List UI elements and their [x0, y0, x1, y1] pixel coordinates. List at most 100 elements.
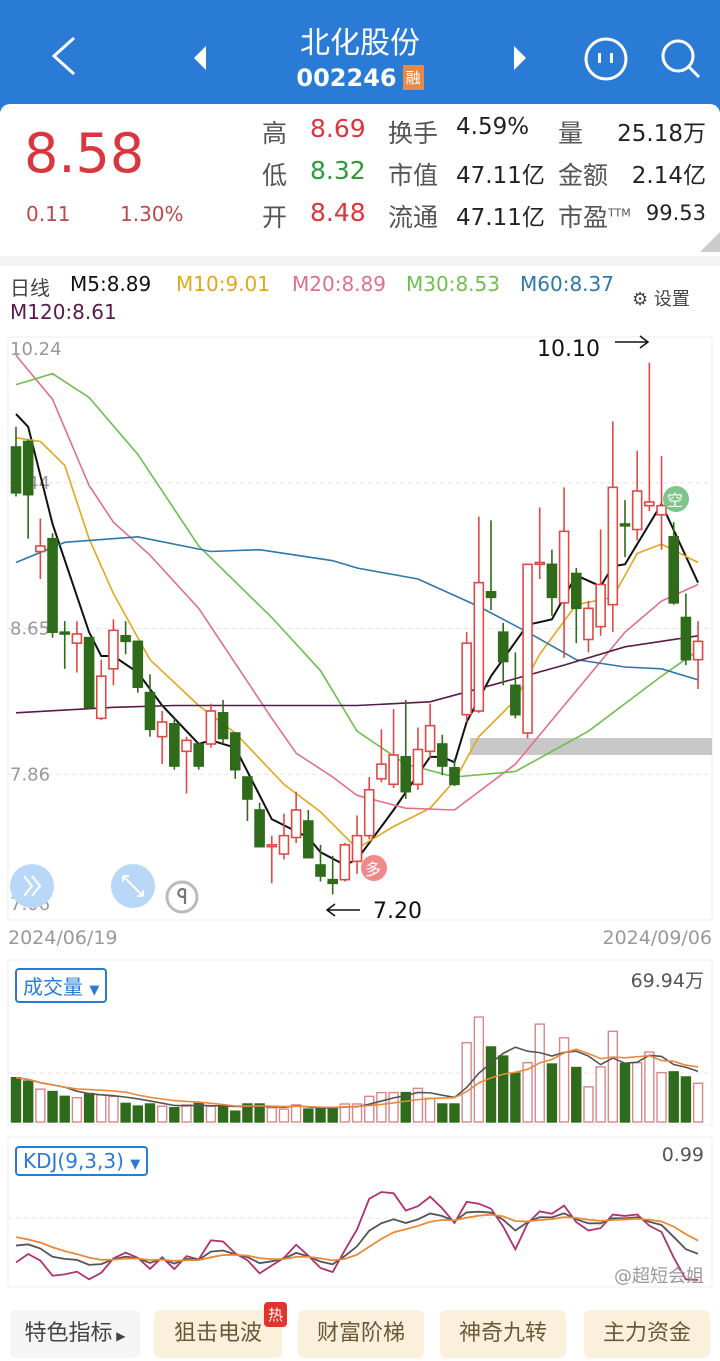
- candle-body: [412, 748, 424, 786]
- candle: [534, 507, 546, 579]
- candle: [47, 533, 58, 638]
- back-icon[interactable]: [48, 34, 80, 78]
- candle-body: [278, 834, 290, 855]
- volume-bar: [303, 1108, 314, 1123]
- expand-corner-icon[interactable]: [700, 232, 720, 252]
- candle-body: [59, 631, 71, 635]
- candle-body: [132, 640, 144, 688]
- toolbar-button-0[interactable]: 狙击电波: [154, 1310, 282, 1358]
- toolbar-button-1[interactable]: 财富阶梯: [298, 1310, 424, 1358]
- ma-line-M60: [15, 536, 699, 681]
- volume-bar: [558, 1037, 570, 1123]
- arrow-right-icon: [615, 335, 650, 349]
- volume-bar: [583, 1086, 594, 1123]
- volume-indicator-select[interactable]: 成交量 ▼: [15, 968, 108, 1003]
- assistant-icon[interactable]: [582, 36, 630, 82]
- candle: [22, 439, 34, 539]
- candle-body: [363, 789, 375, 837]
- volume-label: 成交量: [23, 975, 83, 999]
- feature-indicators-button[interactable]: 特色指标 ▶: [10, 1310, 140, 1358]
- buy-signal-marker: [361, 855, 387, 881]
- quote-label: 高: [262, 119, 288, 148]
- button-label: 狙击电波: [173, 1321, 262, 1346]
- candle: [400, 700, 412, 799]
- candle-body: [47, 537, 58, 633]
- volume-bar: [400, 1091, 411, 1123]
- toolbar-button-2[interactable]: 神奇九转: [440, 1310, 566, 1358]
- quote-card: 8.58 0.11 1.30% 高 8.69 换手 4.59% 量 25.18万低 8.32…: [0, 104, 720, 256]
- volume-bar: [534, 1023, 545, 1123]
- candle-body: [169, 723, 180, 767]
- hot-badge: 热: [264, 1302, 288, 1327]
- volume-bar: [607, 1030, 619, 1123]
- volume-bar: [217, 1106, 229, 1123]
- volume-bar: [59, 1095, 70, 1123]
- candle-body: [193, 743, 204, 767]
- volume-bar: [144, 1103, 156, 1123]
- candle: [680, 593, 692, 666]
- kdj-indicator-select[interactable]: KDJ(9,3,3) ▼: [15, 1146, 149, 1176]
- candle: [376, 729, 387, 783]
- toolbar-button-3[interactable]: 主力资金: [584, 1310, 710, 1358]
- prev-stock-icon[interactable]: [190, 44, 210, 72]
- feature-label: 特色指标: [24, 1321, 113, 1346]
- next-stock-icon[interactable]: [510, 44, 530, 72]
- candle-body: [254, 809, 265, 848]
- candle: [522, 563, 533, 739]
- candle: [595, 529, 606, 636]
- price-change-pct: 1.30%: [120, 202, 184, 226]
- candle: [181, 736, 192, 794]
- candle-body: [400, 756, 412, 793]
- candle-body: [242, 776, 253, 800]
- candle: [144, 674, 156, 737]
- ma-line-M120: [15, 635, 699, 714]
- volume-bar: [412, 1087, 424, 1123]
- quote-label: 市盈TTM: [558, 198, 631, 234]
- support-zone-band: [470, 738, 712, 755]
- ma-value-5: M120:8.61: [10, 300, 117, 324]
- quote-value: 8.32: [310, 156, 366, 185]
- candle-body: [522, 563, 533, 734]
- volume-bar: [461, 1042, 472, 1123]
- volume-bar: [692, 1082, 704, 1123]
- candle-body: [631, 490, 643, 531]
- volume-bar: [351, 1103, 363, 1123]
- candle: [497, 623, 509, 686]
- arrow-left-icon: [325, 903, 360, 917]
- candle-body: [205, 710, 217, 745]
- kdj-j-line: [15, 1191, 699, 1281]
- candle: [108, 619, 119, 686]
- quote-label: 低: [262, 161, 288, 190]
- top-bar: 北化股份 002246 融: [0, 0, 720, 112]
- volume-bar: [120, 1102, 131, 1123]
- candle-body: [217, 712, 229, 740]
- candle-body: [120, 635, 131, 643]
- volume-bar: [680, 1076, 692, 1123]
- volume-bar: [278, 1108, 290, 1123]
- ma-value-1: M10:9.01: [176, 272, 270, 296]
- candle-body: [558, 530, 570, 604]
- candle-body: [510, 684, 521, 716]
- volume-bar: [242, 1103, 253, 1123]
- volume-bar: [22, 1080, 34, 1123]
- volume-bar: [71, 1096, 83, 1123]
- candle-body: [95, 675, 107, 720]
- volume-bar: [315, 1107, 326, 1123]
- kdj-value-label: 0.99: [661, 1144, 704, 1166]
- quote-value: 99.53: [645, 201, 706, 225]
- quote-value: 25.18万: [617, 121, 706, 147]
- period-label[interactable]: 日线: [10, 276, 50, 300]
- candle-body: [22, 440, 34, 496]
- settings-button[interactable]: ⚙ 设置: [632, 285, 690, 311]
- quote-value: 8.69: [310, 114, 366, 143]
- ttm-sup: TTM: [608, 206, 631, 220]
- y-tick-label: 10.24: [10, 339, 62, 360]
- quote-value: 2.14亿: [631, 163, 706, 189]
- volume-bar: [10, 1077, 22, 1123]
- dropdown-icon: ▼: [130, 1157, 141, 1172]
- candle: [132, 640, 144, 693]
- candle-body: [181, 739, 192, 753]
- search-icon[interactable]: [658, 36, 704, 82]
- dropdown-icon: ▼: [89, 983, 100, 998]
